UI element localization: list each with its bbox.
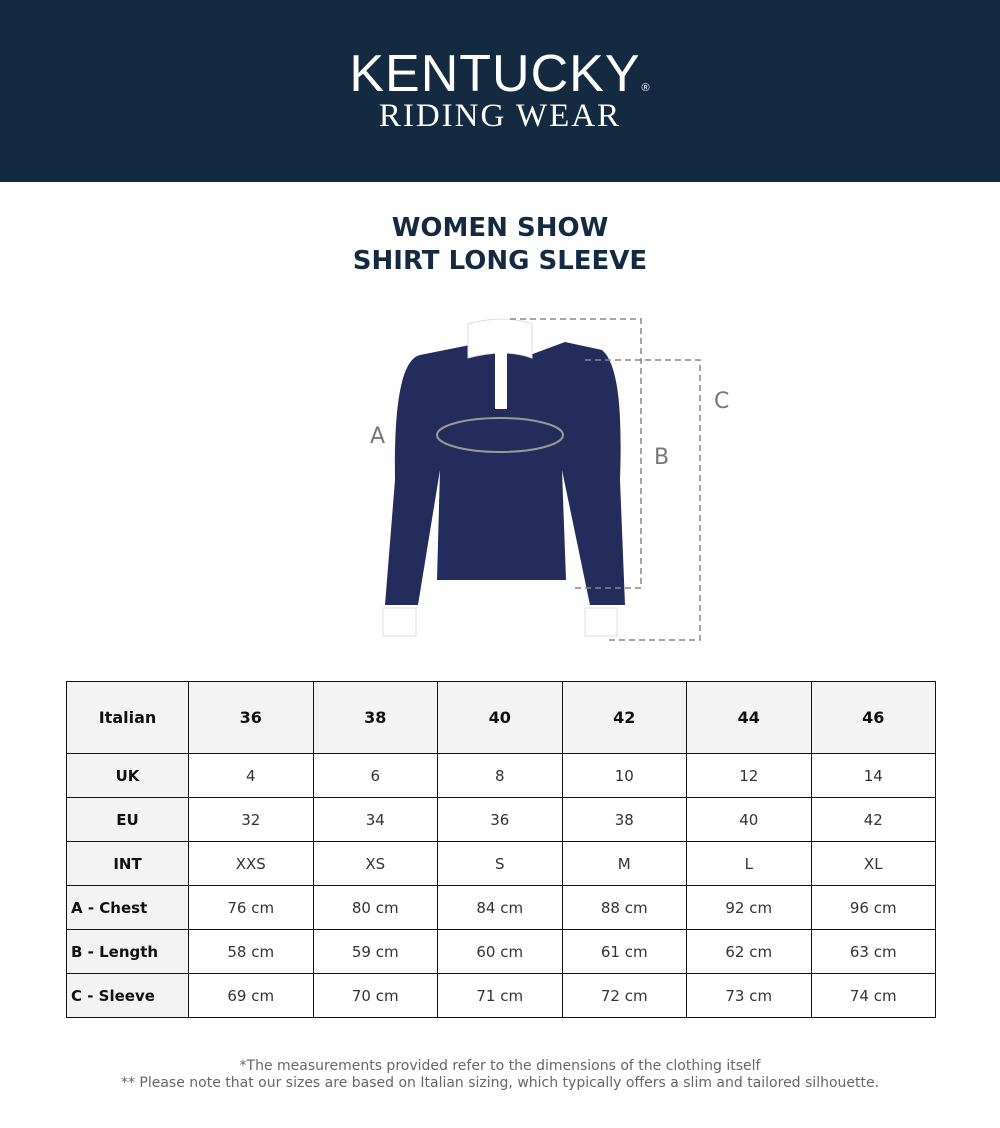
- row-label: EU: [66, 797, 189, 842]
- title-line-2: SHIRT LONG SLEEVE: [352, 246, 648, 276]
- table-cell: XS: [312, 841, 438, 886]
- table-cell: 96 cm: [810, 885, 936, 930]
- table-cell: S: [437, 841, 563, 886]
- table-header-row: Italian 36 38 40 42 44 46: [66, 681, 936, 754]
- label-c: C: [714, 389, 729, 414]
- table-cell: 62 cm: [686, 929, 812, 974]
- table-cell: XXS: [188, 841, 314, 886]
- table-cell: 40: [686, 797, 812, 842]
- table-cell: 42: [810, 797, 936, 842]
- shirt-illustration: [382, 318, 625, 637]
- table-cell: 42: [561, 681, 687, 754]
- table-cell: 10: [561, 753, 687, 798]
- row-label: UK: [66, 753, 189, 798]
- row-label: A - Chest: [66, 885, 189, 930]
- table-cell: 84 cm: [437, 885, 563, 930]
- table-cell: 63 cm: [810, 929, 936, 974]
- table-cell: 76 cm: [188, 885, 314, 930]
- brand-logo: KENTUCKY®: [0, 46, 1000, 116]
- table-cell: XL: [810, 841, 936, 886]
- table-cell: 8: [437, 753, 563, 798]
- page-title: WOMEN SHOW SHIRT LONG SLEEVE: [0, 212, 1000, 278]
- table-cell: 60 cm: [437, 929, 563, 974]
- chest-measure-ellipse: [436, 417, 564, 453]
- table-cell: 38: [312, 681, 438, 754]
- label-a: A: [370, 424, 385, 449]
- table-cell: L: [686, 841, 812, 886]
- table-cell: 40: [437, 681, 563, 754]
- table-cell: 36: [437, 797, 563, 842]
- row-label: Italian: [66, 681, 189, 754]
- footnote-italian-sizing: ** Please note that our sizes are based …: [120, 1075, 880, 1091]
- row-label: C - Sleeve: [66, 973, 189, 1018]
- table-cell: 70 cm: [312, 973, 438, 1018]
- footnotes: *The measurements provided refer to the …: [0, 1058, 1000, 1092]
- table-cell: 61 cm: [561, 929, 687, 974]
- label-b: B: [654, 445, 669, 470]
- table-cell: 44: [686, 681, 812, 754]
- table-cell: 74 cm: [810, 973, 936, 1018]
- table-cell: 38: [561, 797, 687, 842]
- row-label: INT: [66, 841, 189, 886]
- table-cell: 14: [810, 753, 936, 798]
- table-row: A - Chest 76 cm 80 cm 84 cm 88 cm 92 cm 96 cm: [66, 885, 936, 930]
- table-cell: 58 cm: [188, 929, 314, 974]
- brand-subtitle: RIDING WEAR: [378, 98, 622, 134]
- table-cell: 88 cm: [561, 885, 687, 930]
- table-cell: 72 cm: [561, 973, 687, 1018]
- table-cell: 92 cm: [686, 885, 812, 930]
- table-cell: 32: [188, 797, 314, 842]
- table-cell: 71 cm: [437, 973, 563, 1018]
- table-row: EU 32 34 36 38 40 42: [66, 797, 936, 842]
- table-cell: 59 cm: [312, 929, 438, 974]
- table-cell: 36: [188, 681, 314, 754]
- brand-name: KENTUCKY: [349, 45, 641, 103]
- table-cell: 6: [312, 753, 438, 798]
- table-cell: 34: [312, 797, 438, 842]
- row-label: B - Length: [66, 929, 189, 974]
- table-cell: 46: [810, 681, 936, 754]
- length-measure-line: [510, 318, 642, 589]
- footnote-measurements: *The measurements provided refer to the …: [239, 1058, 761, 1074]
- table-cell: 4: [188, 753, 314, 798]
- table-row: UK 4 6 8 10 12 14: [66, 753, 936, 798]
- registered-mark: ®: [641, 82, 651, 94]
- table-cell: M: [561, 841, 687, 886]
- table-cell: 69 cm: [188, 973, 314, 1018]
- shirt-measurement-diagram: A B C: [370, 318, 729, 641]
- table-cell: 80 cm: [312, 885, 438, 930]
- table-row: INT XXS XS S M L XL: [66, 841, 936, 886]
- title-line-1: WOMEN SHOW: [391, 213, 609, 243]
- table-cell: 73 cm: [686, 973, 812, 1018]
- table-row: C - Sleeve 69 cm 70 cm 71 cm 72 cm 73 cm 74 cm: [66, 973, 936, 1018]
- table-row: B - Length 58 cm 59 cm 60 cm 61 cm 62 cm 63 cm: [66, 929, 936, 974]
- brand-header: KENTUCKY® RIDING WEAR: [0, 0, 1000, 182]
- table-cell: 12: [686, 753, 812, 798]
- sleeve-measure-line: [585, 359, 701, 641]
- size-chart-table: Italian 36 38 40 42 44 46 UK 4 6 8 10 12 14 EU 32 34 36 38…: [66, 681, 936, 1018]
